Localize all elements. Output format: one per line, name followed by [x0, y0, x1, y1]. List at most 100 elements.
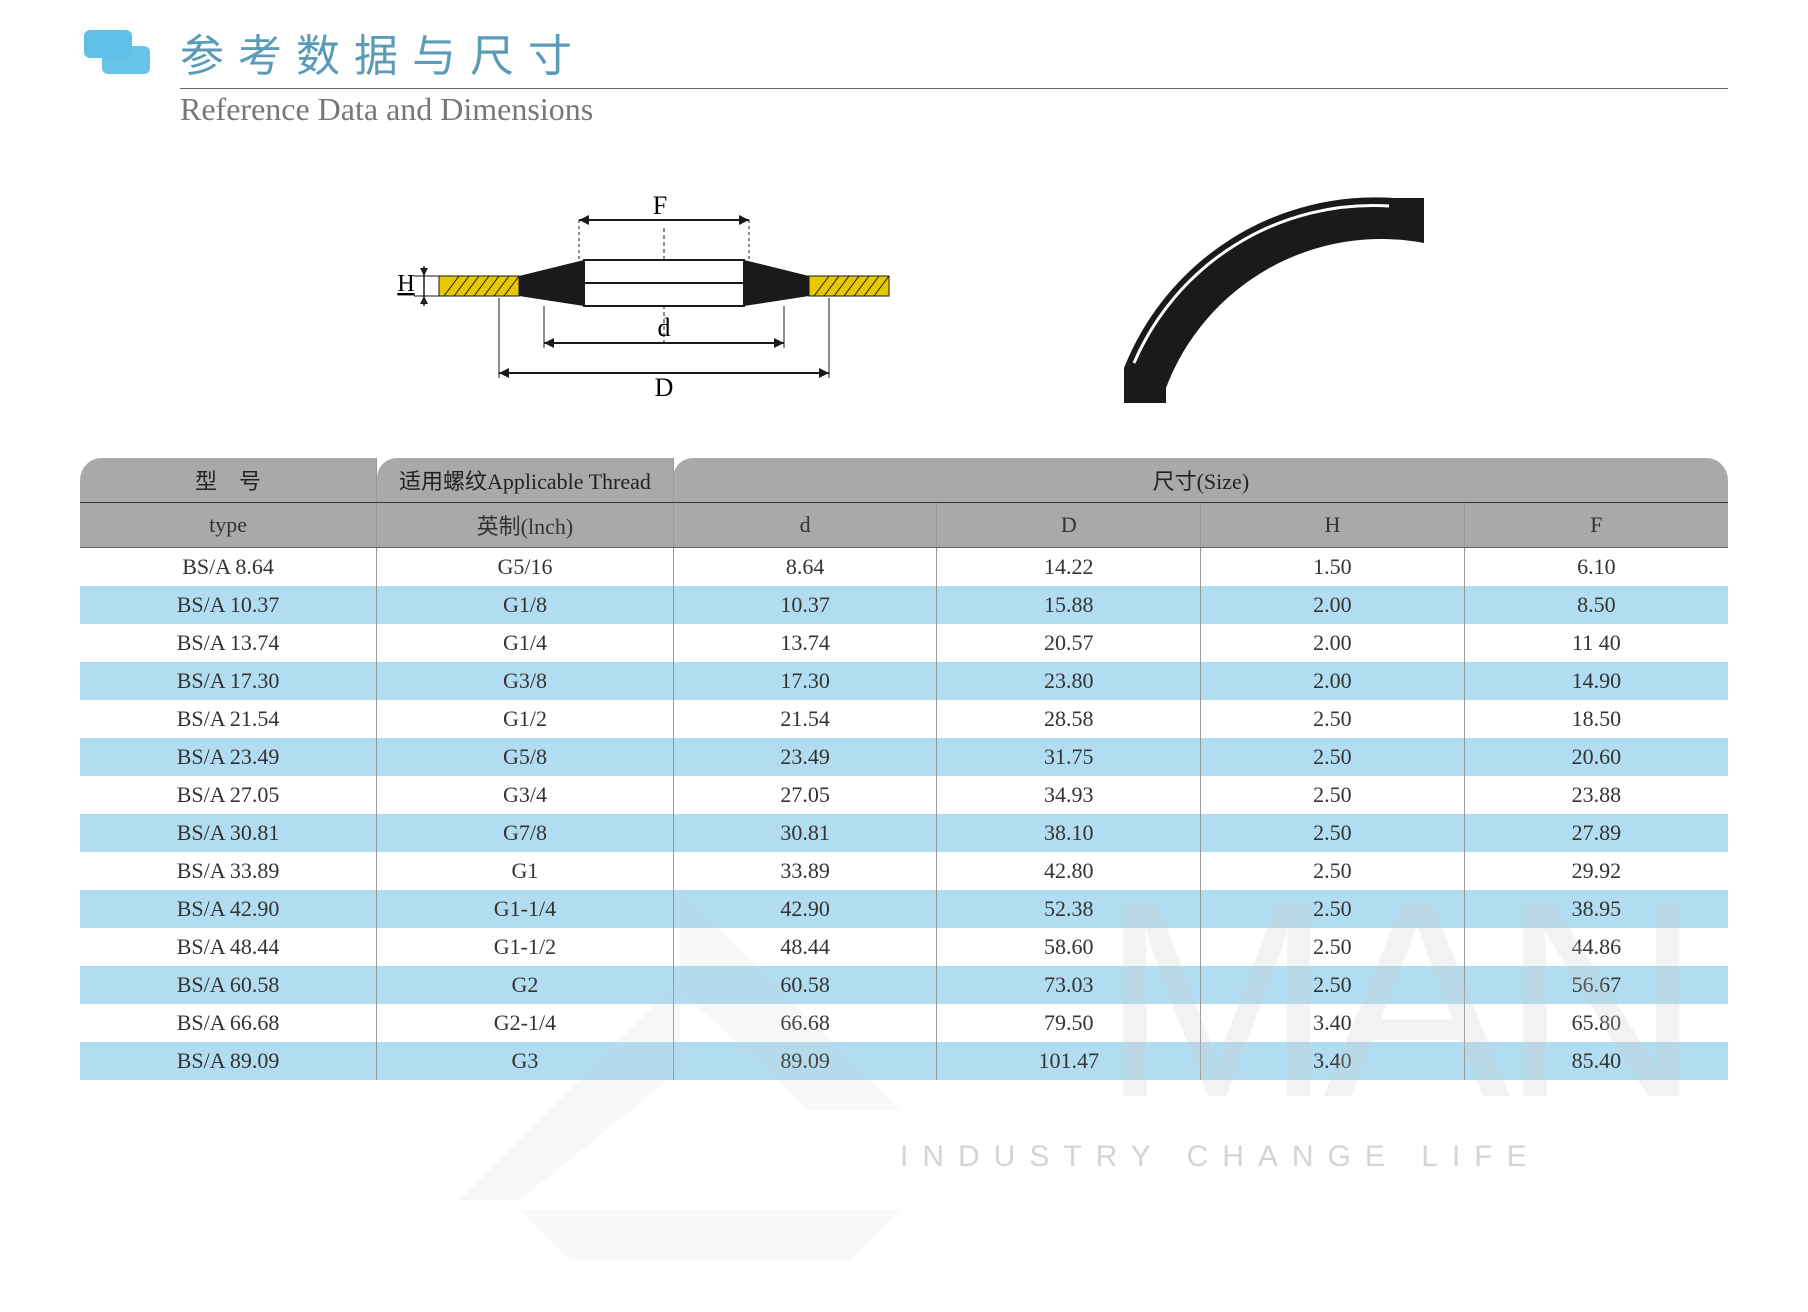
cell-H: 2.00: [1201, 662, 1465, 700]
cell-thread: G2-1/4: [377, 1004, 674, 1042]
cell-H: 2.50: [1201, 776, 1465, 814]
cell-d: 13.74: [673, 624, 937, 662]
cell-type: BS/A 21.54: [80, 700, 377, 738]
cell-thread: G1/2: [377, 700, 674, 738]
cell-F: 11 40: [1464, 624, 1728, 662]
cell-type: BS/A 10.37: [80, 586, 377, 624]
cell-H: 2.50: [1201, 890, 1465, 928]
cell-thread: G3/4: [377, 776, 674, 814]
cell-type: BS/A 8.64: [80, 548, 377, 587]
table-row: BS/A 30.81G7/830.8138.102.5027.89: [80, 814, 1728, 852]
cell-thread: G1: [377, 852, 674, 890]
cell-type: BS/A 89.09: [80, 1042, 377, 1080]
th-thread-en: 英制(lnch): [377, 503, 674, 548]
cell-type: BS/A 33.89: [80, 852, 377, 890]
table-body: BS/A 8.64G5/168.6414.221.506.10BS/A 10.3…: [80, 548, 1728, 1081]
cell-H: 2.50: [1201, 852, 1465, 890]
cell-d: 48.44: [673, 928, 937, 966]
cell-D: 58.60: [937, 928, 1201, 966]
table-row: BS/A 17.30G3/817.3023.802.0014.90: [80, 662, 1728, 700]
cell-thread: G5/8: [377, 738, 674, 776]
cell-D: 79.50: [937, 1004, 1201, 1042]
cell-d: 89.09: [673, 1042, 937, 1080]
cell-H: 2.50: [1201, 814, 1465, 852]
title-english: Reference Data and Dimensions: [180, 91, 1728, 128]
cell-d: 10.37: [673, 586, 937, 624]
cell-F: 65.80: [1464, 1004, 1728, 1042]
cell-F: 8.50: [1464, 586, 1728, 624]
cell-H: 2.50: [1201, 928, 1465, 966]
table-row: BS/A 21.54G1/221.5428.582.5018.50: [80, 700, 1728, 738]
arc-profile-diagram: [1104, 188, 1424, 408]
thread-right-icon: [809, 276, 889, 296]
cell-D: 38.10: [937, 814, 1201, 852]
th-type-cn: 型 号: [80, 458, 377, 503]
cell-F: 23.88: [1464, 776, 1728, 814]
cell-thread: G7/8: [377, 814, 674, 852]
th-F: F: [1464, 503, 1728, 548]
cell-D: 15.88: [937, 586, 1201, 624]
label-F: F: [653, 191, 667, 220]
table-row: BS/A 27.05G3/427.0534.932.5023.88: [80, 776, 1728, 814]
thread-left-icon: [439, 276, 519, 296]
cell-F: 85.40: [1464, 1042, 1728, 1080]
header-icon: [80, 28, 150, 78]
cell-thread: G1/8: [377, 586, 674, 624]
cell-H: 2.50: [1201, 966, 1465, 1004]
cell-thread: G1-1/4: [377, 890, 674, 928]
label-H: H: [397, 271, 414, 297]
table-row: BS/A 60.58G260.5873.032.5056.67: [80, 966, 1728, 1004]
th-type-en: type: [80, 503, 377, 548]
cell-F: 44.86: [1464, 928, 1728, 966]
cell-thread: G3/8: [377, 662, 674, 700]
cell-d: 17.30: [673, 662, 937, 700]
cell-F: 18.50: [1464, 700, 1728, 738]
cell-H: 2.00: [1201, 624, 1465, 662]
cell-D: 31.75: [937, 738, 1201, 776]
cell-thread: G5/16: [377, 548, 674, 587]
cell-H: 2.50: [1201, 738, 1465, 776]
header: 参考数据与尺寸 Reference Data and Dimensions: [80, 20, 1728, 128]
cell-H: 2.00: [1201, 586, 1465, 624]
cell-D: 23.80: [937, 662, 1201, 700]
cell-F: 56.67: [1464, 966, 1728, 1004]
cell-D: 20.57: [937, 624, 1201, 662]
cell-d: 8.64: [673, 548, 937, 587]
cell-D: 14.22: [937, 548, 1201, 587]
table-row: BS/A 89.09G389.09101.473.4085.40: [80, 1042, 1728, 1080]
watermark-sub-text: INDUSTRY CHANGE LIFE: [900, 1140, 1541, 1174]
cell-F: 38.95: [1464, 890, 1728, 928]
table-row: BS/A 13.74G1/413.7420.572.0011 40: [80, 624, 1728, 662]
cell-thread: G2: [377, 966, 674, 1004]
cell-type: BS/A 23.49: [80, 738, 377, 776]
table-row: BS/A 23.49G5/823.4931.752.5020.60: [80, 738, 1728, 776]
th-thread-label: 适用螺纹Applicable Thread: [377, 458, 674, 503]
cell-D: 73.03: [937, 966, 1201, 1004]
cell-d: 21.54: [673, 700, 937, 738]
title-divider: [180, 88, 1728, 89]
table-row: BS/A 42.90G1-1/442.9052.382.5038.95: [80, 890, 1728, 928]
cell-thread: G1-1/2: [377, 928, 674, 966]
cell-F: 20.60: [1464, 738, 1728, 776]
cell-d: 66.68: [673, 1004, 937, 1042]
table-row: BS/A 48.44G1-1/248.4458.602.5044.86: [80, 928, 1728, 966]
page: 参考数据与尺寸 Reference Data and Dimensions F: [80, 20, 1728, 1080]
table-row: BS/A 10.37G1/810.3715.882.008.50: [80, 586, 1728, 624]
cross-section-diagram: F: [384, 188, 944, 408]
cell-type: BS/A 48.44: [80, 928, 377, 966]
table-row: BS/A 66.68G2-1/466.6879.503.4065.80: [80, 1004, 1728, 1042]
dimensions-table: 型 号 适用螺纹Applicable Thread 尺寸(Size) type …: [80, 458, 1728, 1080]
th-H: H: [1201, 503, 1465, 548]
cell-d: 30.81: [673, 814, 937, 852]
cell-d: 60.58: [673, 966, 937, 1004]
cell-type: BS/A 27.05: [80, 776, 377, 814]
cell-d: 23.49: [673, 738, 937, 776]
cell-D: 34.93: [937, 776, 1201, 814]
cell-d: 42.90: [673, 890, 937, 928]
cell-H: 1.50: [1201, 548, 1465, 587]
cell-thread: G1/4: [377, 624, 674, 662]
label-D: D: [655, 373, 674, 402]
cell-D: 42.80: [937, 852, 1201, 890]
cell-d: 27.05: [673, 776, 937, 814]
table-row: BS/A 33.89G133.8942.802.5029.92: [80, 852, 1728, 890]
